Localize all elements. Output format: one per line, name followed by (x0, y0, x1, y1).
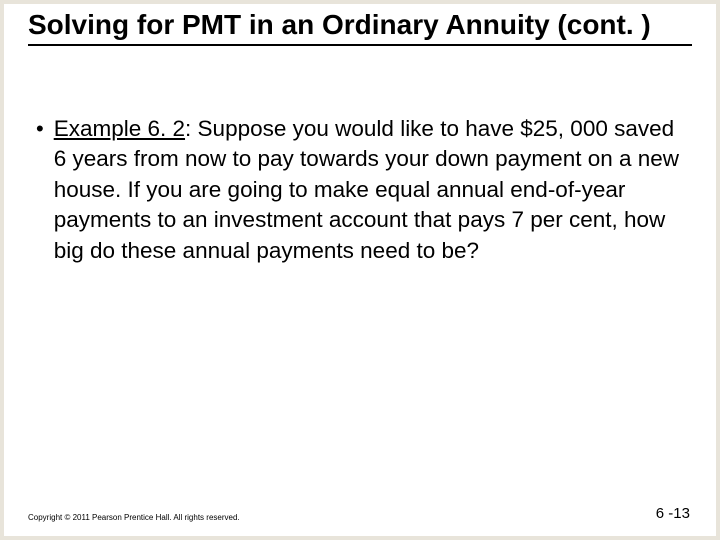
body-area: • Example 6. 2: Suppose you would like t… (36, 114, 684, 266)
bullet-item: • Example 6. 2: Suppose you would like t… (36, 114, 684, 266)
slide-title: Solving for PMT in an Ordinary Annuity (… (28, 8, 692, 42)
page-number: 6 -13 (656, 505, 690, 522)
slide-container: Solving for PMT in an Ordinary Annuity (… (4, 4, 716, 536)
copyright-text: Copyright © 2011 Pearson Prentice Hall. … (28, 513, 240, 522)
title-underline (28, 44, 692, 46)
example-sep: : (185, 116, 198, 141)
bullet-marker: • (36, 114, 44, 144)
title-area: Solving for PMT in an Ordinary Annuity (… (28, 8, 692, 46)
bullet-text: Example 6. 2: Suppose you would like to … (54, 114, 684, 266)
example-label: Example 6. 2 (54, 116, 185, 141)
